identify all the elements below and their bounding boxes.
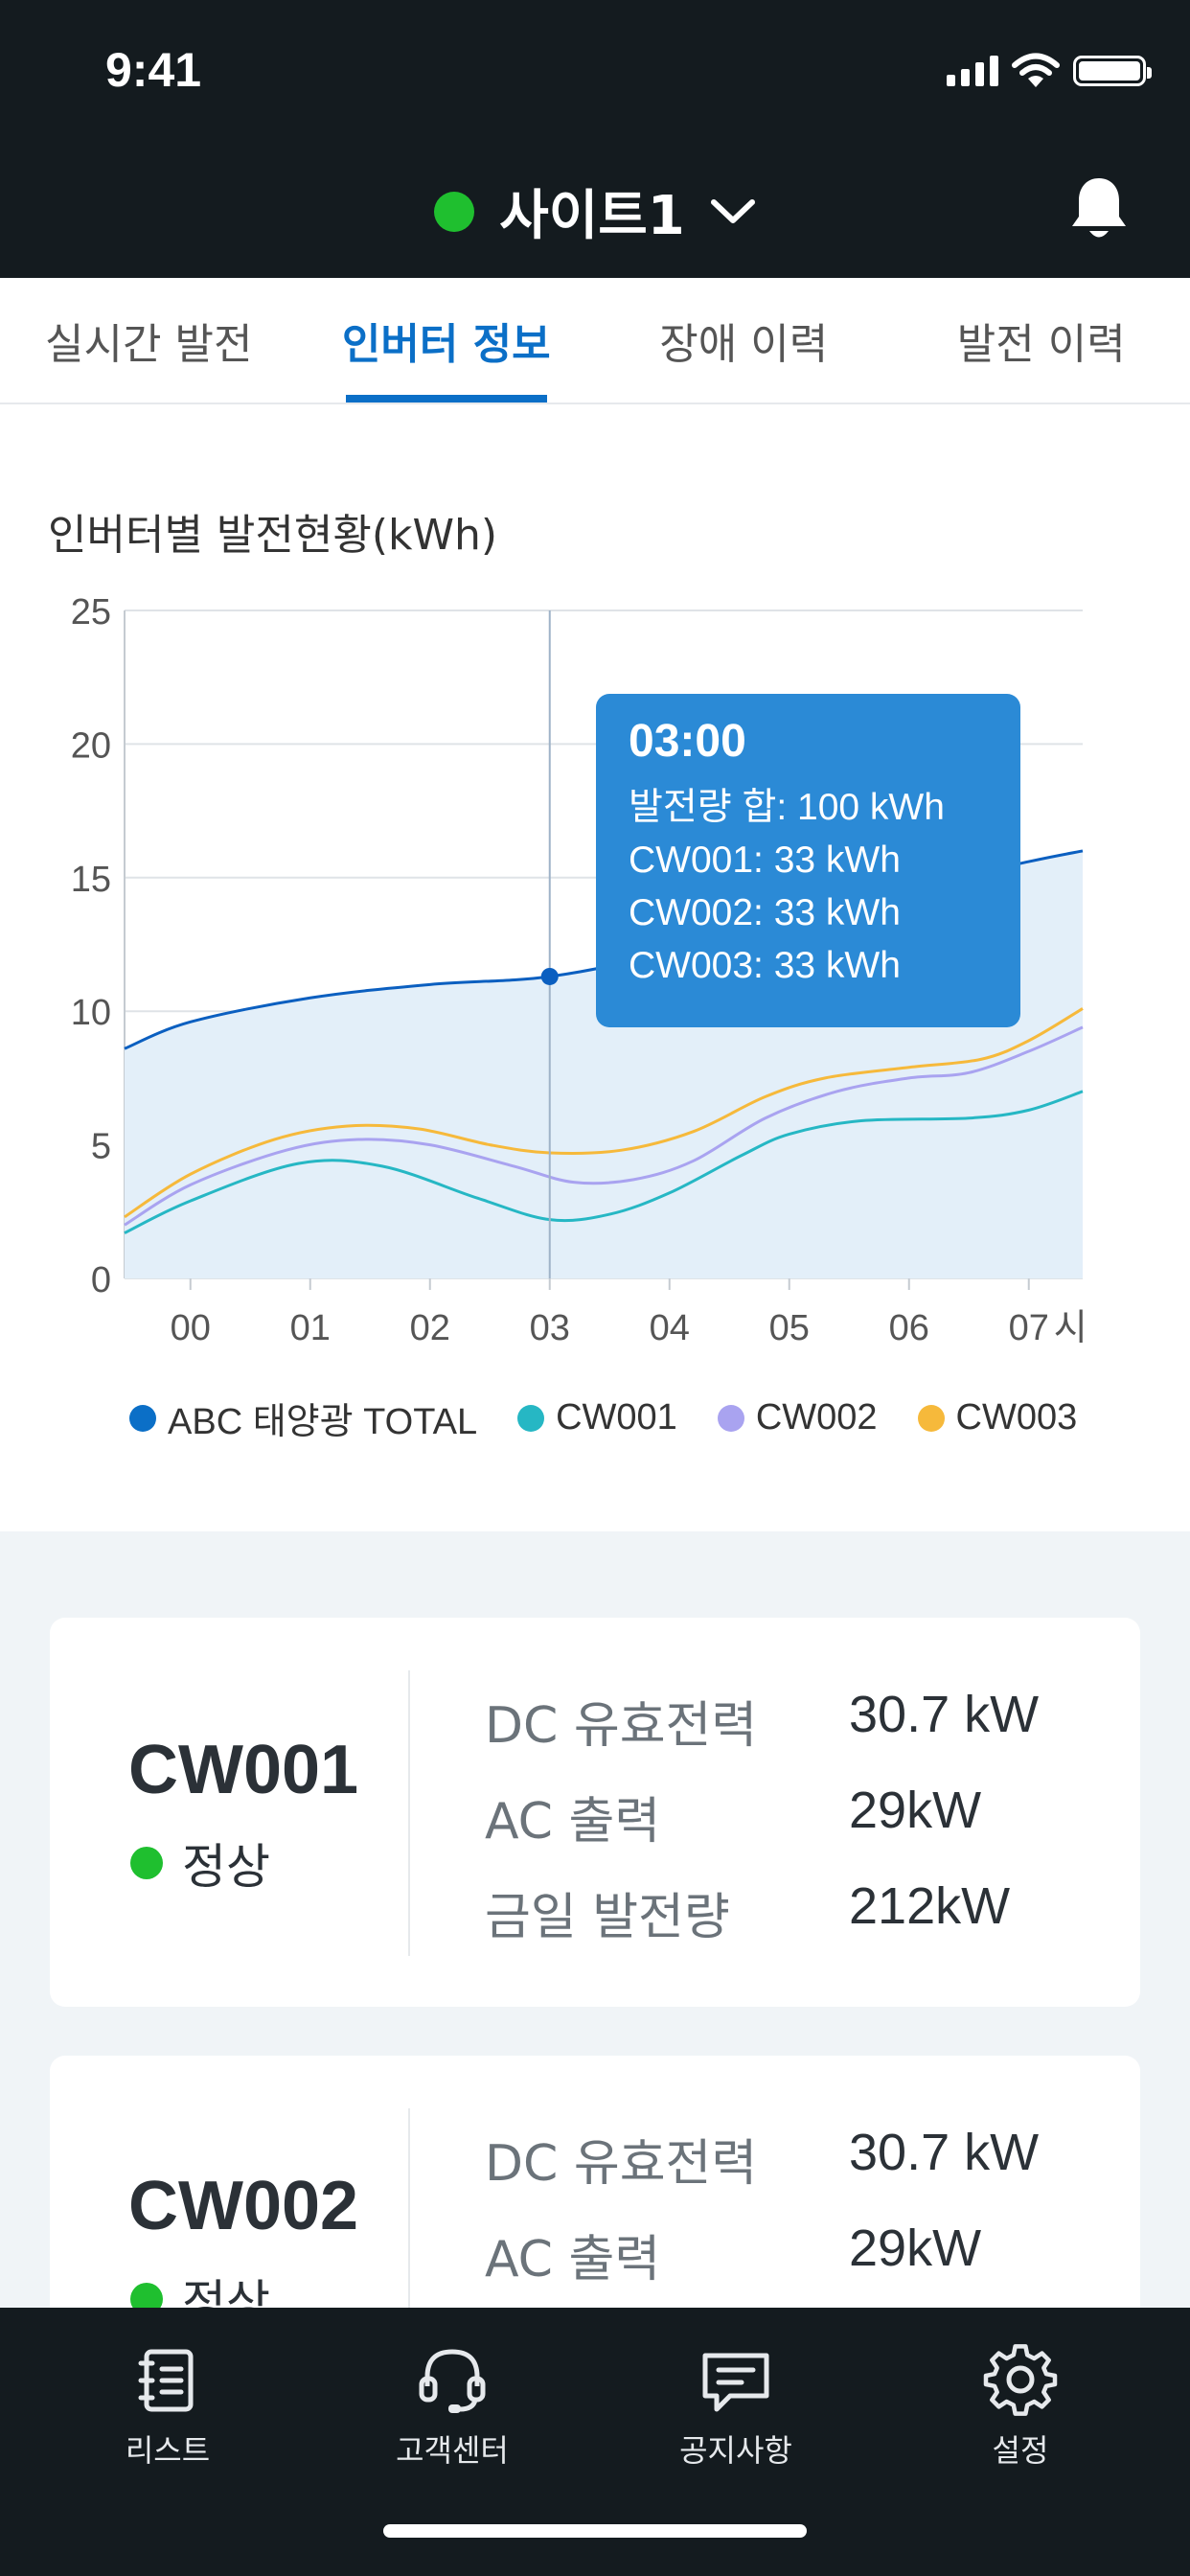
metric-value-dc-power: 30.7 kW	[849, 2124, 1040, 2181]
site-selector[interactable]: 사이트1	[0, 172, 1190, 250]
nav-item-notice[interactable]: 공지사항	[621, 2342, 851, 2471]
y-tick-label: 0	[91, 1260, 111, 1300]
chart-legend: ABC 태양광 TOTAL CW001 CW002 CW003	[129, 1392, 1077, 1444]
chart-title: 인버터별 발전현황(kWh)	[48, 511, 498, 560]
inverter-card-cw001[interactable]: CW001 정상 DC 유효전력 30.7 kW AC 출력 29kW 금일 발…	[50, 1618, 1140, 2007]
inverter-id: CW002	[128, 2168, 359, 2244]
chevron-down-icon	[710, 198, 755, 223]
legend-item-cw003[interactable]: CW003	[917, 1397, 1078, 1438]
metric-value-today-generation: 212kW	[849, 1877, 1011, 1935]
status-text: 정상	[182, 1839, 270, 1895]
x-tick-label: 06	[889, 1308, 929, 1348]
series-line-CW002	[124, 1025, 1084, 1227]
metric-label-dc-power: DC 유효전력	[485, 1697, 758, 1755]
tooltip-cw003: CW003: 33 kWh	[629, 945, 901, 986]
bell-icon[interactable]	[1067, 174, 1131, 243]
y-tick-label: 15	[71, 860, 111, 900]
metric-value-ac-output: 29kW	[849, 1782, 982, 1839]
highlight-point	[540, 967, 559, 985]
y-tick-label: 5	[91, 1127, 111, 1167]
tab-inverter-info[interactable]: 인버터 정보	[298, 278, 596, 402]
x-tick-label: 01	[290, 1308, 331, 1348]
y-tick-label: 10	[71, 993, 111, 1033]
gear-icon	[983, 2344, 1058, 2416]
status-icons	[947, 52, 1152, 90]
nav-item-list[interactable]: 리스트	[53, 2342, 283, 2471]
card-divider	[408, 2108, 410, 2396]
x-tick-label: 05	[769, 1308, 810, 1348]
tooltip-title: 03:00	[629, 716, 746, 767]
metric-label-ac-output: AC 출력	[485, 1793, 661, 1851]
legend-item-cw001[interactable]: CW001	[517, 1397, 677, 1438]
status-time: 9:41	[105, 43, 202, 97]
tab-generation-history[interactable]: 발전 이력	[956, 320, 1126, 369]
metric-label-ac-output: AC 출력	[485, 2231, 661, 2288]
tab-realtime[interactable]: 실시간 발전	[45, 320, 253, 369]
x-tick-label: 00	[171, 1308, 211, 1348]
site-status-dot	[434, 191, 475, 232]
wifi-icon	[1012, 53, 1060, 87]
inverter-id: CW001	[128, 1732, 359, 1808]
x-tick-label: 02	[410, 1308, 450, 1348]
legend-dot-cw001	[517, 1404, 545, 1432]
legend-item-total[interactable]: ABC 태양광 TOTAL	[129, 1392, 477, 1444]
y-tick-label: 20	[71, 725, 111, 766]
headset-icon	[419, 2349, 486, 2413]
x-tick-label: 04	[650, 1308, 690, 1348]
card-divider	[408, 1670, 410, 1956]
metric-label-dc-power: DC 유효전력	[485, 2135, 758, 2193]
chart-tooltip: 03:00 발전량 합: 100 kWh CW001: 33 kWh CW002…	[596, 694, 1020, 1027]
home-indicator	[383, 2524, 807, 2538]
legend-dot-total	[129, 1404, 156, 1432]
series-line-CW001	[124, 1090, 1084, 1234]
legend-label-cw003: CW003	[955, 1397, 1078, 1438]
legend-label-cw002: CW002	[755, 1397, 878, 1438]
tab-bar: 실시간 발전 인버터 정보 장애 이력 발전 이력	[0, 278, 1190, 404]
nav-label-settings: 설정	[992, 2432, 1049, 2469]
notebook-icon	[138, 2349, 194, 2412]
metric-label-today-generation: 금일 발전량	[485, 1889, 730, 1946]
message-icon	[702, 2353, 769, 2412]
legend-item-cw002[interactable]: CW002	[717, 1397, 878, 1438]
cellular-signal-icon	[947, 56, 998, 86]
tooltip-sum: 발전량 합: 100 kWh	[629, 787, 945, 828]
site-name: 사이트1	[499, 185, 685, 247]
legend-dot-cw002	[717, 1404, 744, 1432]
x-tick-label: 07	[1009, 1308, 1049, 1348]
tooltip-cw002: CW002: 33 kWh	[629, 892, 901, 933]
x-tick-label: 03	[530, 1308, 570, 1348]
metric-value-dc-power: 30.7 kW	[849, 1686, 1040, 1743]
app-header: 9:41 사이트1	[0, 0, 1190, 278]
battery-icon	[1073, 56, 1152, 86]
nav-label-list: 리스트	[125, 2432, 211, 2469]
x-unit-label: 시	[1054, 1306, 1087, 1348]
legend-label-cw001: CW001	[556, 1397, 677, 1438]
legend-dot-cw003	[917, 1404, 945, 1432]
tab-fault-history[interactable]: 장애 이력	[659, 320, 829, 369]
inverter-status: 정상	[130, 1828, 270, 1898]
nav-item-settings[interactable]: 설정	[905, 2342, 1135, 2471]
chart-card: 인버터별 발전현황(kWh) 0 5 10 15 20 25 00 01 02 03 04 05 06 0…	[0, 404, 1190, 1531]
legend-label-total: ABC 태양광 TOTAL	[168, 1402, 478, 1442]
status-dot	[130, 1847, 163, 1879]
nav-item-customer-center[interactable]: 고객센터	[337, 2342, 567, 2471]
metric-value-ac-output: 29kW	[849, 2220, 982, 2277]
series-line-CW003	[124, 1007, 1084, 1219]
nav-label-notice: 공지사항	[679, 2432, 792, 2469]
y-tick-label: 25	[71, 592, 111, 632]
tooltip-cw001: CW001: 33 kWh	[629, 840, 901, 881]
nav-label-customer-center: 고객센터	[396, 2432, 509, 2469]
